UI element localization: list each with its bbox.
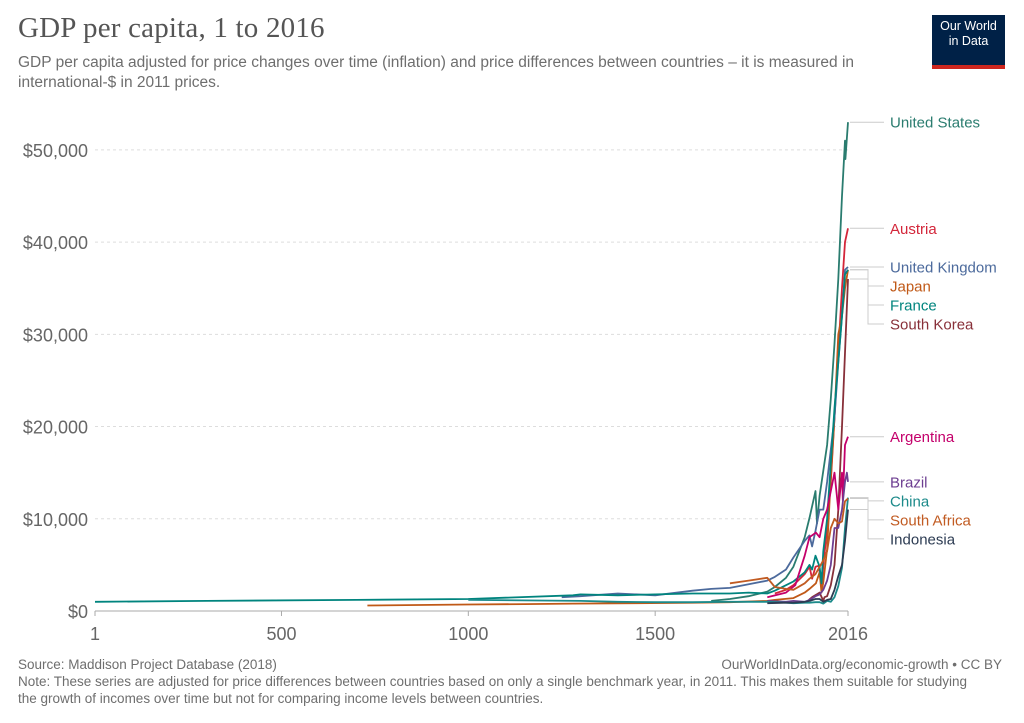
chart-title: GDP per capita, 1 to 2016 (18, 12, 325, 44)
logo-line-2: in Data (948, 34, 989, 48)
x-tick-label: 2016 (828, 624, 868, 644)
series-label[interactable]: South Korea (890, 317, 974, 334)
chart-subtitle: GDP per capita adjusted for price change… (18, 54, 855, 91)
y-tick-label: $0 (68, 602, 88, 622)
x-axis: 1 500 1000 1500 2016 (90, 610, 868, 644)
series-label[interactable]: Austria (890, 221, 937, 238)
series-lines (94, 122, 849, 607)
y-tick-label: $40,000 (23, 233, 88, 253)
owid-logo[interactable]: Our World in Data (932, 15, 1005, 69)
series-labels: United States Austria United Kingdom Japan F… (850, 115, 997, 548)
y-axis-tick-labels: $0 $10,000 $20,000 $30,000 $40,000 $50,000 (23, 141, 88, 622)
y-tick-label: $30,000 (23, 325, 88, 345)
series-line (94, 269, 849, 603)
logo-line-1: Our World (940, 19, 997, 33)
series-label[interactable]: China (890, 493, 930, 510)
series-label[interactable]: Argentina (890, 429, 955, 446)
label-connector (850, 269, 884, 287)
label-connector (850, 269, 884, 306)
series-line (808, 278, 849, 602)
series-label[interactable]: Brazil (890, 474, 928, 491)
y-tick-label: $20,000 (23, 418, 88, 438)
series-label[interactable]: United Kingdom (890, 260, 997, 277)
series-line (468, 497, 849, 605)
label-connector (850, 509, 884, 540)
source-note: Source: Maddison Project Database (2018) (18, 657, 277, 672)
site-link[interactable]: OurWorldInData.org/economic-growth • CC … (721, 657, 1002, 672)
x-tick-label: 1000 (448, 624, 488, 644)
label-connector (850, 278, 884, 325)
x-tick-label: 1500 (635, 624, 675, 644)
x-tick-label: 1 (90, 624, 100, 644)
gridlines (95, 149, 848, 520)
series-label[interactable]: Indonesia (890, 531, 956, 548)
series-label[interactable]: France (890, 298, 937, 315)
series-line (767, 509, 849, 605)
series-line (767, 436, 849, 599)
series-label[interactable]: South Africa (890, 512, 972, 529)
series-line (729, 497, 849, 591)
y-tick-label: $10,000 (23, 510, 88, 530)
y-tick-label: $50,000 (23, 141, 88, 161)
series-line (561, 266, 849, 599)
series-label[interactable]: United States (890, 115, 980, 132)
series-label[interactable]: Japan (890, 279, 931, 296)
methodology-note: Note: These series are adjusted for pric… (18, 674, 968, 706)
series-line (367, 269, 849, 607)
x-tick-label: 500 (266, 624, 296, 644)
